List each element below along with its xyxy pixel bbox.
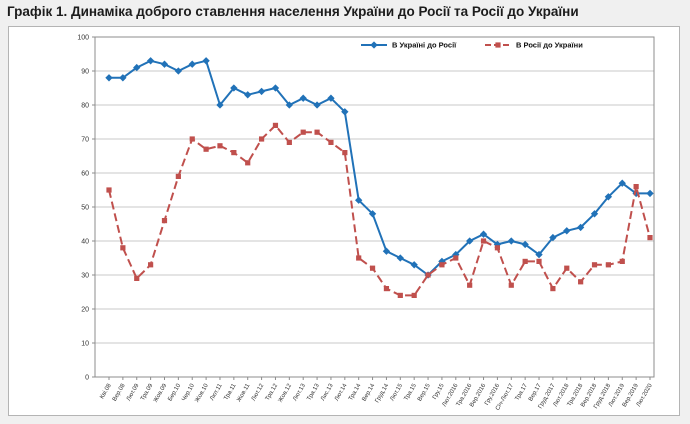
svg-text:10: 10 — [81, 341, 89, 348]
series-1-line — [106, 122, 653, 298]
attitude-trend-line-chart: 0 10 20 30 40 50 60 70 80 90 100 Кві.08 Вер.08 Лют.09… — [77, 35, 655, 412]
series-0-line — [105, 57, 654, 279]
svg-text:Жов.12: Жов.12 — [278, 382, 294, 403]
svg-text:100: 100 — [77, 35, 89, 42]
svg-text:Гру.15: Гру.15 — [432, 382, 446, 400]
svg-text:30: 30 — [81, 273, 89, 280]
svg-text:В Україні до Росії: В Україні до Росії — [392, 41, 457, 50]
svg-text:Жов.09: Жов.09 — [153, 382, 169, 403]
svg-text:Тра.17: Тра.17 — [515, 382, 530, 401]
svg-text:В Росії до України: В Росії до України — [516, 41, 583, 50]
svg-text:90: 90 — [81, 69, 89, 76]
svg-text:50: 50 — [81, 205, 89, 212]
svg-text:0: 0 — [85, 375, 89, 382]
svg-text:Лют.12: Лют.12 — [251, 382, 266, 402]
chart-panel: 0 10 20 30 40 50 60 70 80 90 100 Кві.08 Вер.08 Лют.09… — [8, 26, 680, 416]
svg-text:Тра.12: Тра.12 — [265, 382, 280, 401]
legend-item-1: В Росії до України — [485, 41, 583, 50]
svg-text:Кві.08: Кві.08 — [99, 382, 113, 400]
svg-text:Тра.15: Тра.15 — [404, 382, 419, 401]
svg-text:Лис.13: Лис.13 — [320, 382, 335, 402]
svg-text:Жов.11: Жов.11 — [236, 382, 251, 403]
svg-text:Тра.13: Тра.13 — [306, 382, 321, 401]
svg-text:20: 20 — [81, 307, 89, 314]
svg-text:70: 70 — [81, 137, 89, 144]
svg-text:Тра.09: Тра.09 — [140, 382, 155, 401]
svg-text:80: 80 — [81, 103, 89, 110]
svg-text:40: 40 — [81, 239, 89, 246]
svg-text:Тра.14: Тра.14 — [348, 382, 363, 401]
svg-text:Груд.14: Груд.14 — [375, 382, 391, 404]
svg-text:Лют.09: Лют.09 — [126, 382, 141, 402]
chart-title: Графік 1. Динаміка доброго ставлення нас… — [7, 4, 579, 19]
svg-text:Лют.11: Лют.11 — [209, 382, 224, 401]
svg-text:Лют.15: Лют.15 — [389, 382, 404, 402]
svg-text:Лют.13: Лют.13 — [292, 382, 307, 402]
y-gridlines — [92, 36, 654, 378]
legend-item-0: В Україні до Росії — [361, 41, 457, 50]
svg-text:Вер.15: Вер.15 — [417, 382, 432, 402]
legend: В Україні до Росії В Росії до України — [361, 41, 583, 50]
svg-text:Жов.10: Жов.10 — [194, 382, 210, 403]
svg-text:Лют.14: Лют.14 — [334, 382, 349, 402]
y-axis-tick-labels: 0 10 20 30 40 50 60 70 80 90 100 — [77, 35, 89, 382]
svg-text:Тра.11: Тра.11 — [223, 382, 237, 401]
plot-area-border — [94, 36, 655, 378]
svg-text:60: 60 — [81, 171, 89, 178]
